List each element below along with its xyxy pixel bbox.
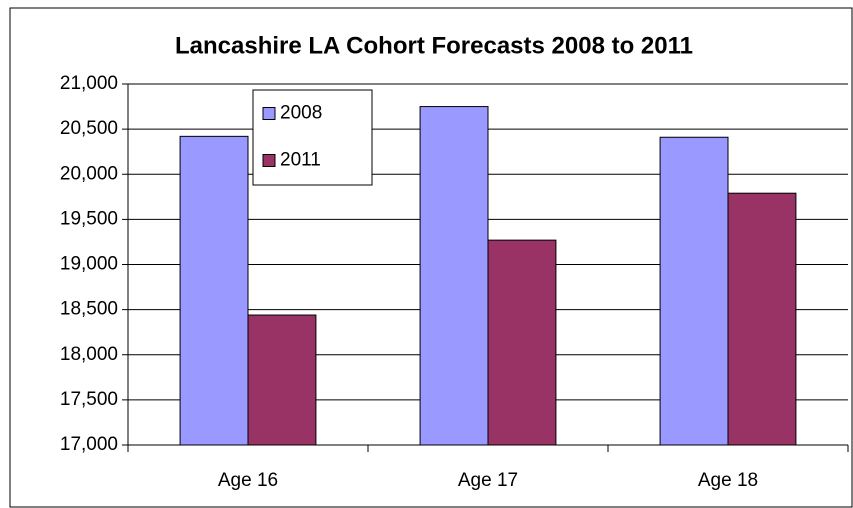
x-tick-label: Age 18 [698,470,758,491]
chart-title: Lancashire LA Cohort Forecasts 2008 to 2… [175,32,693,59]
y-tick-label: 20,000 [60,163,118,184]
legend-label: 2008 [280,103,322,124]
legend-swatch [262,107,276,120]
x-tick-label: Age 16 [218,470,278,491]
y-tick-label: 17,500 [60,389,118,410]
y-tick-label: 20,500 [60,118,118,139]
bar [179,135,249,446]
y-tick-label: 19,500 [60,208,118,229]
y-tick-label: 18,000 [60,344,118,365]
legend-swatch [262,154,276,167]
bar [247,314,317,446]
bar [727,192,797,446]
y-tick-label: 21,000 [60,73,118,94]
y-tick-label: 17,000 [60,434,118,455]
legend-box [252,89,373,186]
y-tick-label: 19,000 [60,254,118,275]
bar [659,136,729,446]
x-tick-label: Age 17 [458,470,518,491]
bar [487,239,557,446]
bar [419,106,489,446]
legend-label: 2011 [280,150,321,171]
y-tick-label: 18,500 [60,299,118,320]
